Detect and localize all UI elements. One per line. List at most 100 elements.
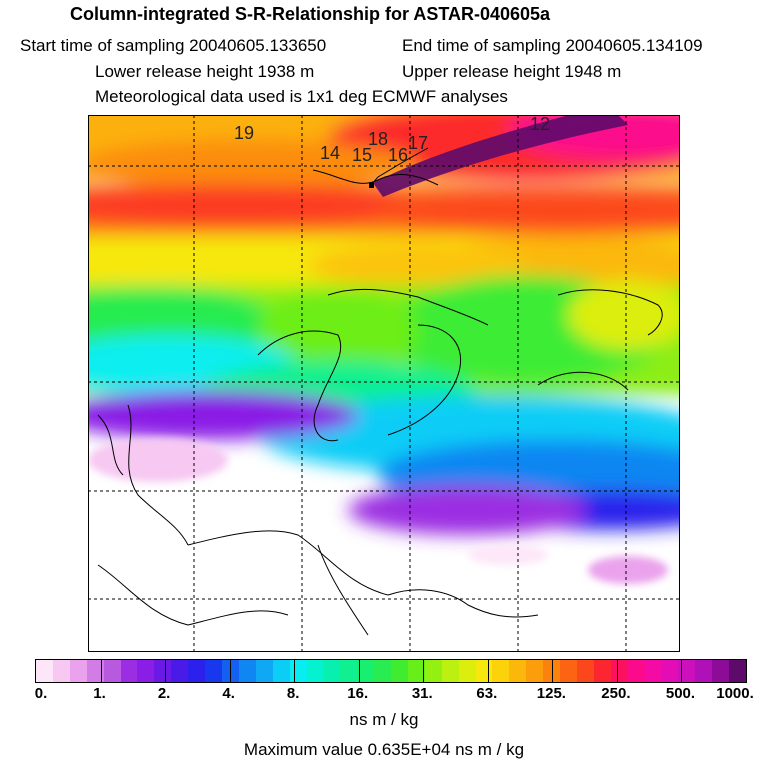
color-scale-segment (627, 660, 645, 682)
lower-release-height-label: Lower release height 1938 m (95, 62, 315, 81)
coastlines (97, 169, 663, 636)
color-scale-segment (69, 660, 87, 682)
color-scale-tick-label: 125. (536, 685, 566, 702)
color-scale-segment (188, 660, 206, 682)
field-north-orange (88, 140, 418, 190)
trajectory-label: 17 (408, 133, 428, 153)
trajectory-labels: 19 14 15 18 16 17 12 (234, 115, 550, 165)
color-scale-segment (120, 660, 138, 682)
color-scale-divider (100, 660, 102, 682)
color-scale-segment (644, 660, 662, 682)
color-scale-segment (543, 660, 561, 682)
color-scale-divider (487, 660, 489, 682)
color-scale-segment (306, 660, 324, 682)
color-scale-segment (441, 660, 459, 682)
color-scale-segment (458, 660, 476, 682)
maximum-value-label: Maximum value 0.635E+04 ns m / kg (243, 740, 525, 759)
norway-coast (257, 330, 342, 442)
iberia-coast (97, 564, 289, 626)
field-red-core (88, 185, 428, 225)
europe-coast (187, 530, 389, 596)
color-scale-tick-label: 63. (476, 685, 498, 702)
color-scale-segment (154, 660, 172, 682)
color-scale-segment (593, 660, 611, 682)
color-scale-tick-label: 0. (34, 685, 48, 702)
color-scale-segment (205, 660, 222, 682)
end-time-label: End time of sampling 20040605.134109 (402, 36, 703, 55)
field-lime-center (258, 290, 418, 370)
upper-release-height-label: Upper release height 1948 m (402, 62, 622, 81)
color-scale-segment (374, 660, 392, 682)
color-scale-tick-label: 1. (93, 685, 106, 702)
color-scale-segment (560, 660, 577, 682)
field-yellow-center (308, 243, 528, 287)
color-scale-segment (340, 660, 358, 682)
trajectory-core-plume (373, 115, 628, 197)
scandinavia-north-coast (327, 288, 489, 326)
kola-coast (557, 289, 663, 336)
low-value-spots (88, 438, 668, 584)
color-scale-tick-label: 1000. (716, 685, 754, 702)
color-scale-divider (552, 660, 554, 682)
trajectory-label: 14 (320, 143, 340, 163)
ireland-coast (97, 414, 124, 476)
color-scale-segment (171, 660, 189, 682)
color-scale-segment (661, 660, 679, 682)
color-scale-segment (103, 660, 121, 682)
color-scale-segment (357, 660, 375, 682)
color-scale-segment (391, 660, 408, 682)
color-scale-segment (407, 660, 425, 682)
color-scale-segment (36, 660, 53, 682)
color-scale-segment (255, 660, 273, 682)
lat-lon-grid (88, 115, 680, 652)
field-pink-east (588, 556, 668, 584)
color-scale-divider (294, 660, 296, 682)
map-frame (88, 115, 680, 652)
baltic-coast (387, 324, 462, 436)
color-scale-segment (323, 660, 341, 682)
trajectory-label: 18 (368, 129, 388, 149)
color-scale-segment (137, 660, 155, 682)
color-scale-segment (712, 660, 730, 682)
color-scale-segment (695, 660, 713, 682)
units-label: ns m / kg (349, 710, 419, 729)
color-scale-divider (423, 660, 425, 682)
trajectory-path (370, 147, 429, 186)
color-scale-segment (289, 660, 307, 682)
color-scale-segment (610, 660, 628, 682)
trajectory-label: 16 (388, 145, 408, 165)
color-scale-segment (678, 660, 696, 682)
receptor-marker (369, 183, 374, 188)
color-scale-divider (616, 660, 618, 682)
field-purple-fringe-west (88, 390, 358, 440)
britain-coast (127, 404, 189, 546)
color-scale-tick-label: 16. (347, 685, 369, 702)
trajectory-label: 12 (530, 115, 550, 134)
color-scale-bar (35, 659, 747, 683)
color-scale-segment (729, 660, 747, 682)
svalbard-coast (312, 169, 439, 186)
greece-turkey-coast (387, 589, 539, 618)
map-title: Column-integrated S-R-Relationship for A… (70, 4, 551, 24)
color-scale-segment (238, 660, 256, 682)
color-scale-tick-label: 500. (665, 685, 696, 702)
start-time-label: Start time of sampling 20040605.133650 (20, 36, 327, 55)
color-scale-divider (358, 660, 360, 682)
sr-relationship-map: 19 14 15 18 16 17 12 (88, 115, 680, 652)
color-scale-tick-label: 2. (157, 685, 171, 702)
field-pink-center (468, 545, 548, 565)
met-data-label: Meteorological data used is 1x1 deg ECMW… (95, 87, 508, 106)
italy-coast (317, 544, 369, 636)
color-scale-divider (681, 660, 683, 682)
color-scale-tick-label: 8. (286, 685, 300, 702)
map-canvas: 19 14 15 18 16 17 12 (88, 115, 680, 652)
color-scale-tick-label: 250. (601, 685, 631, 702)
color-scale-tick-label: 31. (411, 685, 433, 702)
trajectory-label: 15 (352, 145, 372, 165)
color-scale-segment (272, 660, 290, 682)
color-scale-divider (165, 660, 167, 682)
field-purple-fringe-east (348, 485, 588, 535)
color-scale-segment (52, 660, 70, 682)
field-pink-west (88, 438, 228, 482)
color-scale-segment (509, 660, 527, 682)
